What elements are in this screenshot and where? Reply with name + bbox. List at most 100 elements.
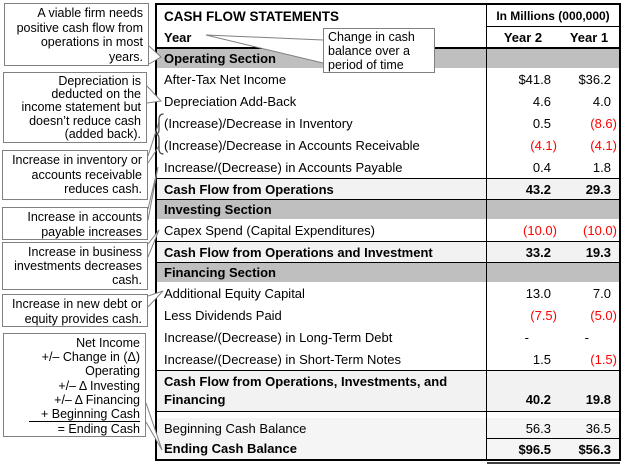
value-year2: 4.6 (532, 93, 551, 109)
value-year1: 7.0 (592, 285, 611, 301)
callout-line: operations in most (40, 35, 143, 49)
callout-line: balance over a (328, 44, 411, 58)
value-year2: 33.2 (525, 244, 551, 260)
value-year1 (559, 263, 619, 282)
table-row: (Increase)/Decrease in Accounts Receivab… (157, 134, 619, 156)
callout-line: = Ending Cash (57, 422, 140, 437)
value-year2: (4.1) (530, 137, 557, 153)
value-year1 (559, 49, 619, 68)
value-year2 (487, 49, 559, 68)
row-label (157, 412, 487, 418)
table-title: CASH FLOW STATEMENTS (157, 5, 487, 27)
table-row (157, 412, 619, 418)
row-label: Cash Flow from Operations and Investment (157, 242, 487, 262)
callout-line: +/– Δ Investing (58, 378, 140, 393)
table-row: Investing Section (157, 200, 619, 219)
row-label: Increase/(Decrease) in Short-Term Notes (157, 348, 487, 370)
callout-viable-firm: A viable firm needs positive cash flow fr… (4, 3, 149, 66)
row-label: Operating Section (157, 49, 487, 68)
value-year1: 1.8 (592, 159, 611, 175)
callout-line: accounts receivable (31, 167, 142, 182)
value-year1: 4.0 (592, 93, 611, 109)
table-row: Increase/(Decrease) in Accounts Payable 0… (157, 156, 619, 178)
year1-header: Year 1 (569, 29, 609, 45)
value-year1: 29.3 (585, 181, 611, 197)
row-label: Beginning Cash Balance (157, 418, 487, 438)
value-year1 (559, 200, 619, 219)
table-row: Less Dividends Paid (7.5) (5.0) (157, 304, 619, 326)
value-year1: $56.3 (559, 438, 619, 459)
callout-debt-equity: Increase in new debt or equity provides c… (2, 294, 148, 327)
value-year2: $41.8 (518, 71, 551, 87)
table-body: Operating Section After-Tax Net Income $41… (157, 49, 619, 459)
table-row: Increase/(Decrease) in Long-Term Debt - - (157, 326, 619, 348)
row-label: Increase/(Decrease) in Long-Term Debt (157, 326, 487, 348)
row-label: Investing Section (157, 200, 487, 219)
callout-change-in-cash: Change in cash balance over a period of ti… (323, 28, 435, 73)
value-year1: (5.0) (590, 307, 617, 323)
value-year1: $36.2 (578, 71, 611, 87)
callout-line: Operating (85, 364, 140, 379)
table-row: Increase/(Decrease) in Short-Term Notes 1… (157, 348, 619, 370)
row-label: Capex Spend (Capital Expenditures) (157, 219, 487, 241)
row-label: (Increase)/Decrease in Inventory (157, 112, 487, 134)
row-label: Increase/(Decrease) in Accounts Payable (157, 156, 487, 178)
callout-line: +/– Δ Financing (54, 392, 140, 407)
callout-line: years. (108, 49, 143, 64)
table-row: (Increase)/Decrease in Inventory 0.5 (8.6) (157, 112, 619, 134)
row-label: Financing Section (157, 263, 487, 282)
value-year1: (4.1) (590, 137, 617, 153)
callout-line: equity provides cash. (24, 311, 142, 326)
row-label: Cash Flow from Operations (157, 179, 487, 199)
cash-flow-table: CASH FLOW STATEMENTS In Millions (000,00… (155, 3, 621, 461)
value-year2: 40.2 (525, 392, 551, 407)
table-row: Capex Spend (Capital Expenditures) (10.0)… (157, 219, 619, 241)
value-year2: 0.4 (532, 159, 551, 175)
table-row: Beginning Cash Balance 56.3 36.5 (157, 418, 619, 438)
row-label: Ending Cash Balance (157, 438, 487, 459)
table-row: Ending Cash Balance $96.5 $56.3 (157, 438, 619, 459)
value-year2: $96.5 (487, 438, 559, 459)
units-header: In Millions (000,000) (487, 5, 619, 27)
callout-line: +/– Change in (Δ) (41, 350, 140, 365)
callout-line: cash. (112, 273, 142, 287)
value-year1: 19.8 (585, 392, 611, 407)
callout-line: Depreciation is (58, 74, 141, 88)
table-row: Additional Equity Capital 13.0 7.0 (157, 282, 619, 304)
value-year1: (10.0) (583, 222, 617, 238)
callout-line: investments decreases (14, 259, 142, 273)
value-year2: 0.5 (532, 115, 551, 131)
row-label: Depreciation Add-Back (157, 90, 487, 112)
row-label: (Increase)/Decrease in Accounts Receivab… (157, 134, 487, 156)
row-label: Cash Flow from Operations, Investments, … (157, 371, 487, 411)
value-year2: (7.5) (530, 307, 557, 323)
table-header-row: CASH FLOW STATEMENTS In Millions (000,00… (157, 5, 619, 27)
callout-line: + Beginning Cash (28, 407, 140, 423)
value-year1: (1.5) (590, 351, 617, 367)
value-year1: (8.6) (590, 115, 617, 131)
table-row: After-Tax Net Income $41.8 $36.2 (157, 68, 619, 90)
callout-line: reduces cash. (64, 182, 142, 196)
callout-depreciation: Depreciation is deducted on the income sta… (3, 72, 147, 143)
table-row: Financing Section (157, 263, 619, 282)
table-row: Depreciation Add-Back 4.6 4.0 (157, 90, 619, 112)
year2-header: Year 2 (503, 29, 543, 45)
value-year2: 13.0 (525, 285, 551, 301)
row-label: Additional Equity Capital (157, 282, 487, 304)
callout-line: Increase in accounts (27, 210, 142, 224)
callout-line: period of time (328, 58, 404, 72)
callout-line: Change in cash (328, 30, 415, 44)
callout-inventory-receivable: Increase in inventory or accounts receiva… (2, 150, 148, 200)
callout-line: income statement but (21, 100, 141, 115)
callout-line: Net Income (76, 336, 140, 350)
table-row: Cash Flow from Operations 43.2 29.3 (157, 178, 619, 200)
callout-line: positive cash flow from (16, 20, 143, 35)
value-year1: 19.3 (585, 244, 611, 260)
callout-line: A viable firm needs (37, 6, 143, 20)
value-year2: 1.5 (532, 351, 551, 367)
callout-line: doesn’t reduce cash (29, 113, 141, 128)
callout-line: Increase in business (28, 245, 142, 259)
table-row: Cash Flow from Operations, Investments, … (157, 370, 619, 412)
